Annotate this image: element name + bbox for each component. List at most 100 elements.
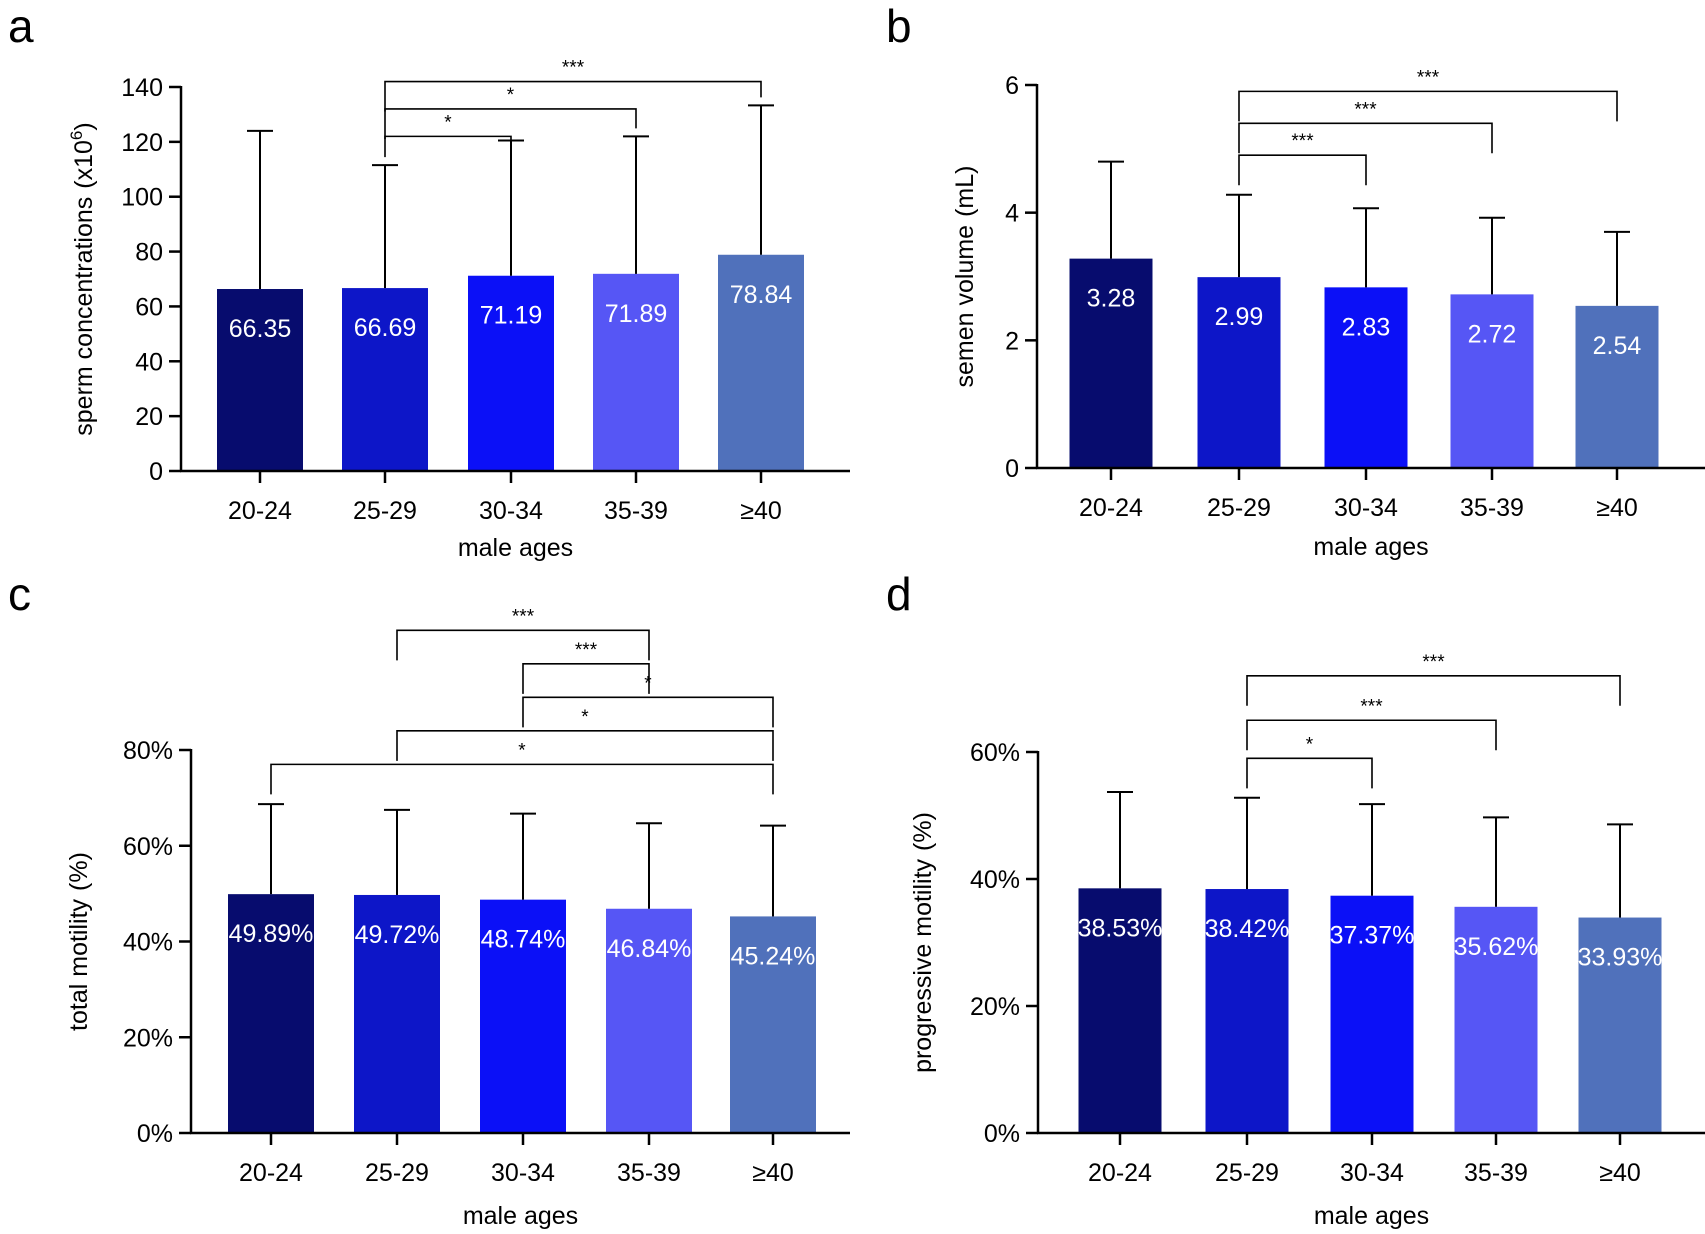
chart-panel-c: c 49.89% 49.72% 48.74% 46.84% 45.24% 0% 20% 40% 6… [8, 568, 850, 1230]
x-tick-label: 20-24 [1079, 494, 1143, 522]
y-tick-label: 0 [149, 458, 163, 486]
y-axis-title-unit: (%) [65, 852, 93, 891]
y-tick-label: 120 [121, 129, 163, 157]
y-axis-title: sperm concentrations (x106) [67, 122, 98, 435]
significance-label: *** [575, 640, 598, 661]
chart-panel-a: a 66.35 66.69 71.19 71.89 78.84 0 20 40 60 80 100 12… [8, 0, 850, 562]
y-tick-label: 0 [1005, 455, 1019, 483]
y-tick-label: 80% [123, 737, 173, 765]
significance-bracket [1246, 757, 1373, 789]
significance-label: * [1306, 734, 1314, 755]
significance-bracket [1238, 90, 1618, 122]
x-tick-label: 25-29 [1207, 494, 1271, 522]
significance-label: *** [562, 58, 585, 79]
x-tick-label: ≥40 [1596, 494, 1638, 522]
x-tick-label: 30-34 [491, 1159, 555, 1187]
bar-value-label: 45.24% [731, 942, 816, 970]
significance-label: *** [1354, 99, 1377, 120]
significance-bracket [1238, 122, 1493, 154]
y-tick-label: 4 [1005, 200, 1019, 228]
bar-value-label: 38.53% [1078, 914, 1163, 942]
significance-bracket [522, 696, 774, 728]
x-tick-label: 35-39 [604, 497, 668, 525]
bar-value-label: 2.83 [1342, 313, 1391, 341]
bar [1197, 277, 1281, 468]
bar-value-label: 71.89 [605, 300, 668, 328]
significance-label: *** [512, 606, 535, 627]
bar [468, 275, 554, 471]
significance-label: *** [1360, 696, 1383, 717]
x-tick-label: 35-39 [617, 1159, 681, 1187]
y-tick-label: 0% [984, 1120, 1020, 1148]
bar-value-label: 71.19 [480, 302, 543, 330]
y-tick-label: 60% [123, 833, 173, 861]
y-axis-title: progressive motility (%) [909, 812, 937, 1073]
panel-letter: b [886, 0, 912, 52]
x-tick-label: 20-24 [228, 497, 292, 525]
y-axis-title: semen volume (mL) [951, 166, 979, 388]
y-tick-label: 20% [970, 993, 1020, 1021]
y-axis-title: total motility (%) [65, 852, 93, 1031]
bar-value-label: 33.93% [1578, 944, 1663, 972]
bar [606, 908, 692, 1133]
significance-label: * [581, 707, 589, 728]
bar [342, 288, 428, 471]
x-axis-title: male ages [463, 1202, 578, 1230]
y-tick-label: 60 [135, 293, 163, 321]
bar [1078, 888, 1162, 1133]
y-axis-title-text: total motility [65, 898, 93, 1030]
bar-value-label: 49.72% [355, 921, 440, 949]
bar-value-label: 3.28 [1087, 285, 1136, 313]
x-tick-label: ≥40 [1599, 1159, 1641, 1187]
bar [1454, 906, 1538, 1133]
bar [1330, 895, 1414, 1133]
y-axis-title-unit: (mL) [951, 166, 979, 217]
y-axis-title-text: progressive motility [909, 858, 937, 1072]
x-tick-label: 30-34 [479, 497, 543, 525]
bar [480, 899, 566, 1133]
significance-bracket [1246, 719, 1497, 751]
bar [217, 289, 303, 471]
x-tick-label: ≥40 [752, 1159, 794, 1187]
bar [1069, 258, 1153, 468]
significance-label: *** [1291, 131, 1314, 152]
y-tick-label: 60% [970, 739, 1020, 767]
x-tick-label: 30-34 [1340, 1159, 1404, 1187]
bar-value-label: 2.54 [1593, 332, 1642, 360]
x-tick-label: 25-29 [365, 1159, 429, 1187]
bar-value-label: 49.89% [229, 920, 314, 948]
bar-value-label: 66.69 [354, 314, 417, 342]
x-tick-label: 20-24 [1088, 1159, 1152, 1187]
bar-value-label: 35.62% [1454, 933, 1539, 961]
significance-label: * [507, 85, 515, 106]
y-axis-title-text: semen volume [951, 225, 979, 388]
x-tick-label: 25-29 [353, 497, 417, 525]
y-axis-title-unit: (x10 [70, 140, 98, 189]
bar [354, 894, 440, 1133]
panel-letter: a [8, 0, 34, 52]
chart-panel-d: d 38.53% 38.42% 37.37% 35.62% 33.93% 0% 20% 40% 6… [886, 568, 1705, 1230]
significance-label: *** [1422, 652, 1445, 673]
y-tick-label: 80 [135, 239, 163, 267]
bar-value-label: 38.42% [1205, 915, 1290, 943]
significance-bracket [396, 730, 774, 761]
significance-bracket [522, 663, 650, 694]
y-tick-label: 40% [970, 866, 1020, 894]
x-axis-title: male ages [458, 534, 573, 562]
bar-value-label: 37.37% [1330, 922, 1415, 950]
bar-value-label: 48.74% [481, 926, 566, 954]
y-tick-label: 40 [135, 348, 163, 376]
significance-bracket [1246, 675, 1621, 706]
bar [1324, 287, 1408, 468]
bar [1205, 889, 1289, 1133]
chart-panel-b: b 3.28 2.99 2.83 2.72 2.54 0 2 4 6 20-24 25-29 30-34… [886, 0, 1705, 561]
x-tick-label: 20-24 [239, 1159, 303, 1187]
bar-value-label: 46.84% [607, 935, 692, 963]
significance-label: * [444, 112, 452, 133]
y-tick-label: 6 [1005, 72, 1019, 100]
significance-bracket [270, 763, 774, 795]
y-axis-title-unit: (%) [909, 812, 937, 851]
y-tick-label: 20% [123, 1024, 173, 1052]
panel-letter: c [8, 568, 31, 620]
